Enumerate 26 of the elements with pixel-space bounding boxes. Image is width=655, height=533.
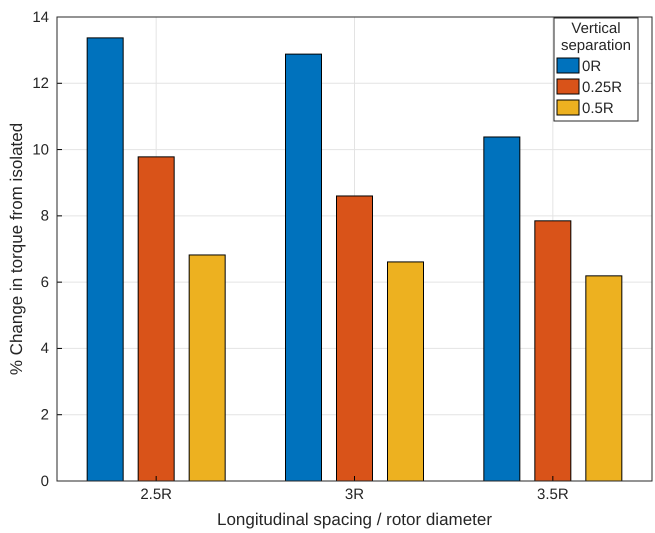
bar [188,254,226,482]
bar [86,37,124,482]
y-axis-title: % Change in torque from isolated [7,122,26,376]
y-tick-label: 4 [40,340,49,358]
legend-label: 0.5R [582,100,614,117]
bar [138,156,175,482]
bar [585,275,622,482]
x-tick-label: 3.5R [536,486,569,503]
y-tick-label: 6 [40,274,49,291]
x-axis-title: Longitudinal spacing / rotor diameter [217,510,492,529]
y-tick-label: 8 [40,208,49,225]
y-tick-label: 14 [32,8,49,26]
bar [483,136,520,482]
x-tick-label: 2.5R [140,486,172,503]
legend-label: 0R [582,58,602,75]
x-tick-label: 3R [344,486,364,503]
bar [534,220,572,482]
y-tick-label: 10 [32,141,49,158]
bar [387,261,424,482]
bar [336,195,373,482]
y-tick-label: 12 [32,75,49,92]
bar [285,54,322,482]
y-tick-label: 0 [40,472,49,490]
y-tick-label: 2 [40,406,49,424]
legend-title: Vertical separation [560,20,632,54]
legend-label: 0.25R [582,79,622,96]
